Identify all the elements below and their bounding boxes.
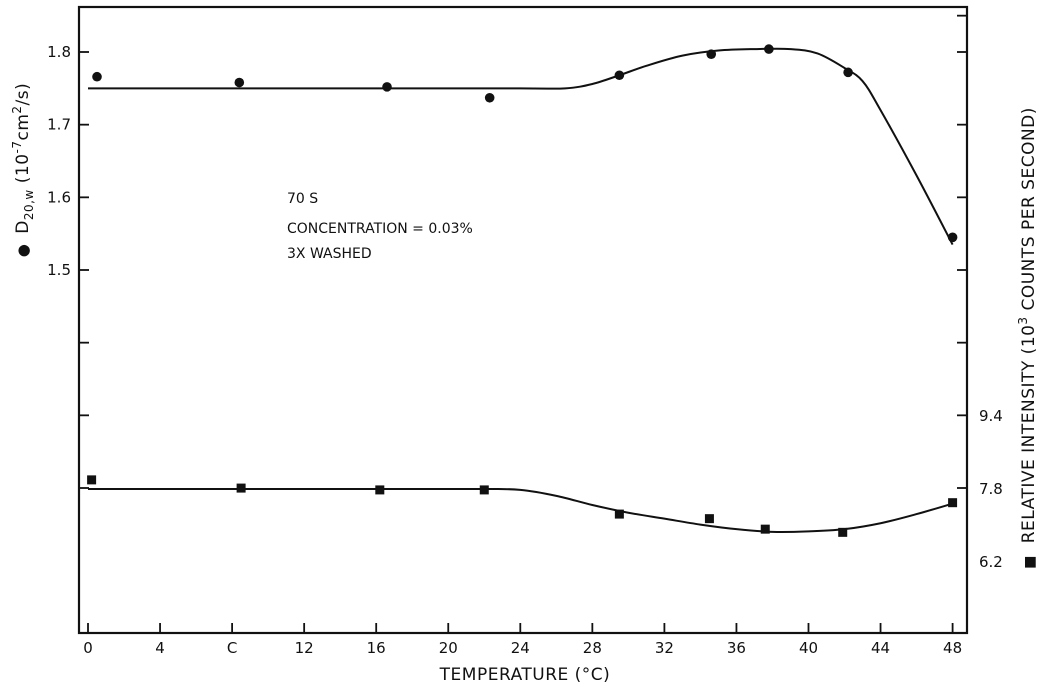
right-tick-label: 6.2: [979, 553, 1003, 571]
diffusion-point: [706, 49, 717, 59]
x-tick-label: C: [227, 639, 237, 657]
intensity-point: [87, 475, 97, 485]
left-tick-label: 1.8: [47, 43, 71, 61]
diffusion-point: [92, 71, 102, 82]
intensity-point: [236, 483, 246, 493]
right-axis-symbol: ■: [1022, 555, 1038, 569]
x-axis-title: TEMPERATURE (°C): [439, 665, 611, 685]
right-tick-label: 9.4: [979, 407, 1003, 425]
diffusion-point: [382, 82, 392, 92]
svg-text:■ RELATIVE INTENSITY (10: ■ RELATIVE INTENSITY (103 COUNTS PER SEC…: [1016, 107, 1039, 569]
intensity-point: [760, 524, 770, 534]
diffusion-point: [484, 92, 495, 103]
intensity-point: [614, 509, 624, 519]
x-tick-label: 28: [583, 639, 602, 657]
x-tick-label: 24: [511, 639, 530, 657]
data-markers: [87, 44, 958, 537]
x-tick-label: 12: [295, 639, 314, 657]
intensity-point: [838, 527, 848, 537]
x-tick-label: 32: [655, 639, 674, 657]
left-tick-label: 1.5: [47, 261, 71, 279]
x-tick-label: 48: [943, 639, 962, 657]
x-tick-label: 36: [727, 639, 746, 657]
diffusion-point: [764, 44, 774, 54]
x-tick-label: 4: [155, 639, 165, 657]
diffusion-point: [614, 70, 625, 81]
intensity-point: [704, 514, 714, 524]
intensity-fit-curve: [88, 487, 953, 534]
diffusion-point: [947, 232, 958, 243]
ticks: [79, 14, 967, 633]
left-axis-title: ● D20,w(10-7cm2/s): [10, 83, 36, 258]
tick-labels: 0 4 C 12 16 20 24 28 32 36 40 44 48 1.5 1.6 1.7 1.8 6.2 7.…: [47, 43, 1003, 657]
intensity-point: [375, 485, 385, 495]
fit-curves: [88, 47, 954, 534]
annotation-concentration: CONCENTRATION = 0.03%: [287, 221, 473, 237]
right-axis-title: ■ RELATIVE INTENSITY (103 COUNTS PER SEC…: [1016, 107, 1039, 569]
svg-text:● D20,w(10-7cm2/s): ● D20,w(10-7cm2/s): [10, 83, 36, 258]
intensity-point: [479, 485, 489, 495]
plot-frame: [77, 5, 969, 635]
annotation-sample: 70 S: [287, 191, 318, 207]
left-tick-label: 1.7: [47, 116, 71, 134]
left-axis-symbol: ●: [14, 244, 32, 258]
right-tick-label: 7.8: [979, 480, 1003, 498]
left-tick-label: 1.6: [47, 188, 71, 206]
x-tick-label: 16: [367, 639, 386, 657]
intensity-point: [948, 498, 958, 508]
diffusion-point: [843, 67, 853, 78]
x-tick-label: 0: [83, 639, 93, 657]
x-tick-label: 20: [439, 639, 458, 657]
x-tick-label: 40: [799, 639, 818, 657]
diffusion-point: [234, 77, 245, 88]
x-tick-label: 44: [871, 639, 890, 657]
diffusion-fit-curve: [88, 47, 954, 246]
annotation-washed: 3X WASHED: [287, 246, 372, 262]
